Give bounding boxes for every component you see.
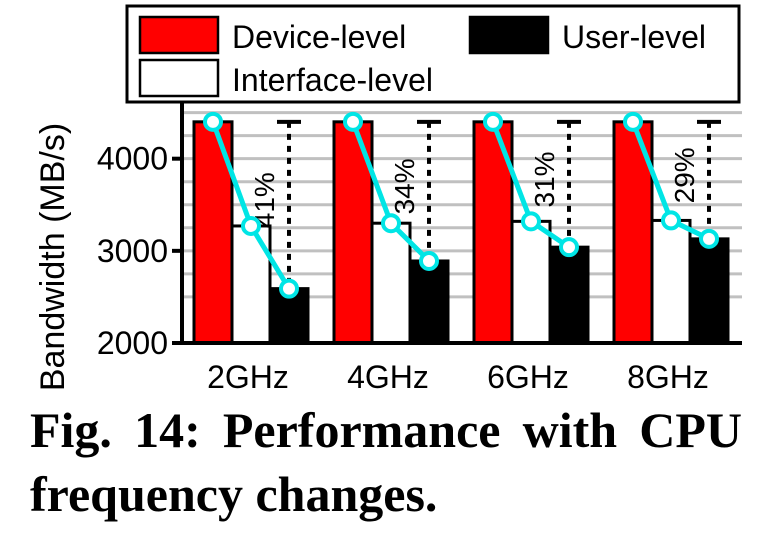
- legend-label-interface-level: Interface-level: [232, 62, 433, 98]
- trend-point: [203, 111, 223, 132]
- bar-interface-level: [650, 218, 692, 345]
- legend-box: [125, 4, 741, 104]
- drop-percent-label: 29%: [669, 147, 700, 203]
- trend-point: [699, 228, 719, 249]
- legend-swatch-device-level: [138, 15, 220, 55]
- bar-user-level: [548, 245, 590, 345]
- legend-label-user-level: User-level: [562, 19, 706, 55]
- x-tick-label: 8GHz: [627, 359, 709, 395]
- legend-swatch-interface-level: [138, 58, 220, 98]
- y-axis-label: Bandwidth (MB/s): [34, 123, 72, 391]
- trend-lines: [203, 111, 719, 299]
- x-tick-label: 2GHz: [207, 359, 289, 395]
- bar-user-level: [408, 259, 450, 345]
- trend-point: [623, 111, 643, 132]
- bar-interface-level: [510, 219, 552, 345]
- axes: 2000 3000 4000: [97, 100, 742, 361]
- trend-point: [343, 111, 363, 132]
- trend-point: [559, 237, 579, 258]
- trend-point: [661, 210, 681, 231]
- y-tick-label: 4000: [97, 141, 168, 177]
- trend-point: [419, 250, 439, 271]
- figure-caption: Fig. 14: Performance with CPU frequency …: [30, 402, 742, 522]
- legend-swatch-user-level: [468, 15, 550, 55]
- trend-point: [381, 213, 401, 234]
- legend-label-device-level: Device-level: [232, 19, 406, 55]
- y-tick-label: 2000: [97, 325, 168, 361]
- x-tick-label: 4GHz: [347, 359, 429, 395]
- drop-percent-label: 31%: [529, 151, 560, 207]
- trend-point: [241, 215, 261, 236]
- trend-point: [521, 211, 541, 232]
- legend: Device-level User-level Interface-level: [125, 4, 741, 104]
- bar-user-level: [688, 237, 730, 345]
- trend-point: [483, 111, 503, 132]
- trend-point: [279, 278, 299, 299]
- x-tick-label: 6GHz: [487, 359, 569, 395]
- y-tick-label: 3000: [97, 233, 168, 269]
- drop-percent-label: 34%: [389, 158, 420, 214]
- bar-interface-level: [370, 221, 412, 345]
